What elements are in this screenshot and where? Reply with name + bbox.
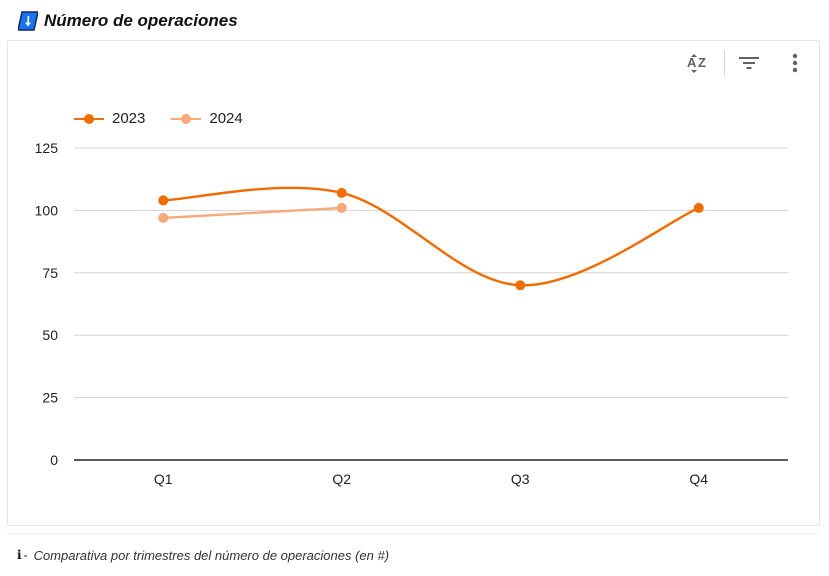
y-tick-label: 100 xyxy=(35,202,59,218)
chart-footer: i - Comparativa por trimestres del númer… xyxy=(7,533,818,576)
series-line-2023 xyxy=(163,186,700,287)
legend-label-2023: 2023 xyxy=(112,110,146,127)
y-tick-label: 0 xyxy=(50,452,58,468)
y-tick-label: 50 xyxy=(42,327,58,343)
y-tick-label: 25 xyxy=(42,390,58,406)
data-point-2023 xyxy=(515,280,526,291)
series-line-2024 xyxy=(163,206,342,220)
footer-dash: - xyxy=(23,548,28,562)
chart-title: Número de operaciones xyxy=(44,11,238,30)
data-point-2024 xyxy=(158,212,169,223)
legend-swatch-2023 xyxy=(74,113,104,125)
toolbar-divider xyxy=(724,50,725,76)
data-point-2023 xyxy=(336,187,347,198)
chart-card xyxy=(7,40,820,526)
chart-header: Número de operaciones xyxy=(18,9,238,33)
data-point-2023 xyxy=(693,202,704,213)
svg-text:A: A xyxy=(687,55,697,70)
sort-down-arrow-icon xyxy=(18,11,38,31)
x-tick-label: Q4 xyxy=(689,471,708,487)
legend-label-2024: 2024 xyxy=(209,110,243,127)
line-chart: 0 25 50 75 100 125 Q1 Q2 Q3 Q4 xyxy=(35,140,788,487)
data-point-2023 xyxy=(158,195,169,206)
data-point-2024 xyxy=(336,202,347,213)
x-tick-label: Q3 xyxy=(511,471,530,487)
info-icon: i xyxy=(17,548,22,562)
footer-note: Comparativa por trimestres del número de… xyxy=(33,547,390,563)
filter-icon[interactable] xyxy=(735,51,763,75)
chart-toolbar: A Z xyxy=(684,50,809,76)
chart-legend: 2023 2024 xyxy=(74,110,269,127)
y-tick-label: 125 xyxy=(35,140,59,156)
legend-item-2024[interactable]: 2024 xyxy=(171,110,243,127)
legend-swatch-2024 xyxy=(171,113,202,125)
x-tick-label: Q2 xyxy=(332,471,351,487)
legend-item-2023[interactable]: 2023 xyxy=(74,110,145,127)
sort-az-icon[interactable]: A Z xyxy=(684,51,712,75)
y-tick-label: 75 xyxy=(42,265,58,281)
x-tick-label: Q1 xyxy=(154,471,173,487)
svg-text:Z: Z xyxy=(698,55,706,70)
more-vertical-icon[interactable] xyxy=(781,51,809,75)
